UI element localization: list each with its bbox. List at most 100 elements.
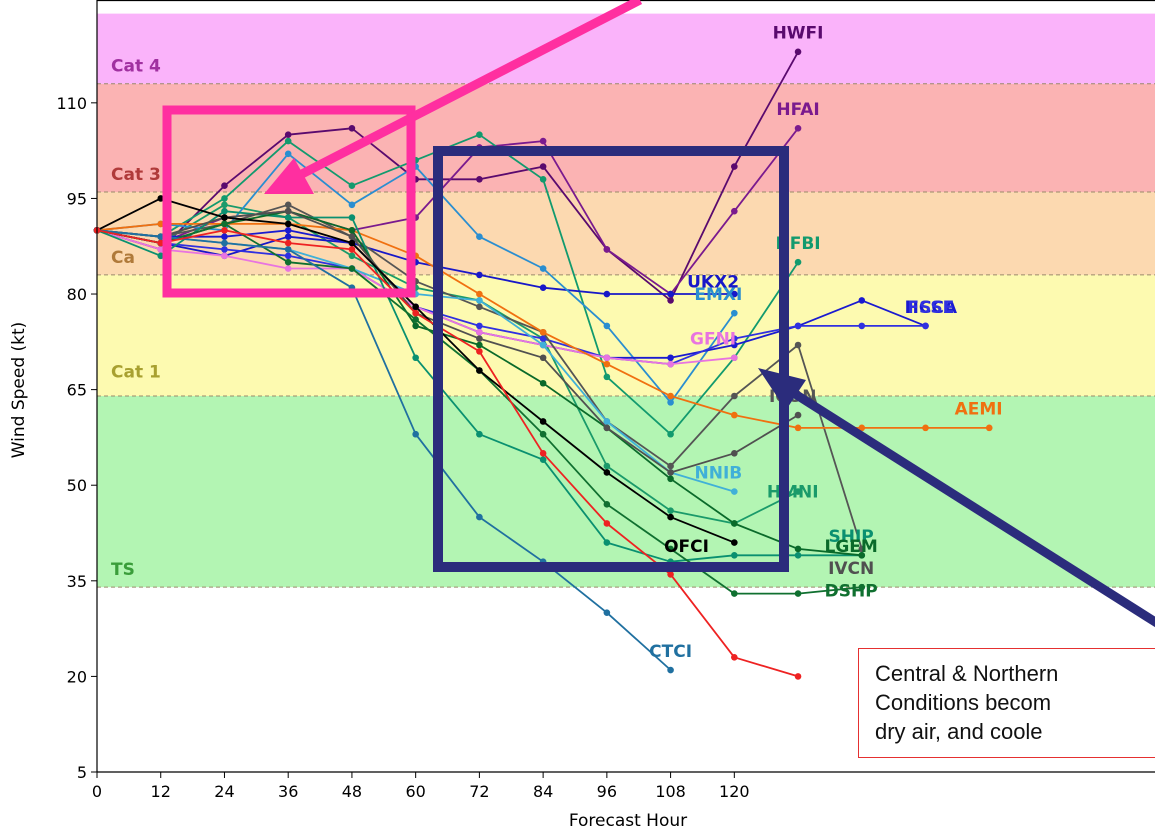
data-point: [858, 545, 866, 553]
y-tick-label: 65: [67, 381, 87, 400]
data-point: [603, 360, 611, 368]
data-point: [221, 220, 228, 228]
data-point: [476, 513, 483, 521]
data-point: [731, 488, 738, 495]
pink-arrow-shaft: [297, 0, 643, 180]
data-point: [731, 309, 738, 317]
data-point: [539, 328, 547, 336]
data-point: [794, 341, 802, 349]
data-point: [667, 545, 674, 553]
data-point: [348, 233, 356, 240]
data-point: [157, 195, 165, 202]
series-label-hwfi: HWFI: [773, 24, 824, 44]
data-point: [603, 424, 611, 432]
data-point: [922, 322, 929, 330]
data-point: [348, 252, 356, 260]
data-point: [476, 176, 483, 183]
band-cat-4: [97, 13, 1155, 84]
callout-line-1: Central & Northern: [875, 661, 1059, 686]
data-point: [731, 354, 738, 362]
data-point: [794, 590, 802, 597]
data-point: [476, 290, 483, 298]
x-tick-label: 72: [469, 782, 489, 801]
y-tick-label: 35: [67, 572, 87, 591]
data-point: [603, 418, 611, 425]
y-tick-label: 20: [67, 667, 87, 686]
series-label-nnib: NNIB: [695, 463, 743, 483]
data-point: [539, 456, 547, 464]
data-point: [539, 176, 547, 183]
data-point: [284, 214, 292, 221]
data-point: [157, 246, 165, 253]
data-point: [221, 246, 228, 253]
data-point: [539, 284, 547, 291]
data-point: [284, 265, 292, 272]
navy-arrow-shaft: [789, 388, 1155, 628]
data-point: [603, 462, 611, 470]
y-tick-label: 80: [67, 285, 87, 304]
data-point: [476, 328, 483, 336]
data-point: [667, 399, 674, 406]
data-point: [667, 475, 674, 483]
band-ts: [97, 395, 1155, 588]
band-label: Cat 3: [111, 165, 161, 185]
data-point: [284, 137, 292, 145]
data-point: [476, 233, 483, 240]
data-point: [731, 163, 738, 170]
y-tick-label: 50: [67, 476, 87, 495]
data-point: [348, 246, 356, 253]
data-point: [731, 411, 738, 419]
series-label-ctci: CTCI: [649, 642, 692, 662]
x-tick-label: 96: [597, 782, 617, 801]
data-point: [731, 653, 738, 661]
data-point: [667, 507, 674, 515]
data-point: [284, 207, 292, 215]
data-point: [667, 290, 674, 298]
data-point: [667, 513, 674, 521]
band-cat-3: [97, 83, 1155, 193]
data-point: [794, 411, 802, 419]
data-point: [794, 545, 802, 553]
x-tick-label: 36: [278, 782, 298, 801]
data-point: [348, 182, 356, 189]
data-point: [221, 226, 228, 234]
data-point: [221, 182, 228, 189]
data-point: [731, 590, 738, 597]
data-point: [284, 258, 292, 266]
data-point: [794, 322, 802, 330]
series-label-ukx2: UKX2: [687, 272, 739, 292]
data-point: [922, 424, 929, 432]
data-point: [284, 233, 292, 240]
data-point: [348, 226, 356, 234]
data-point: [794, 258, 802, 266]
data-point: [603, 322, 611, 330]
data-point: [539, 163, 547, 170]
annotation-callout-box: Central & Northern Conditions becom dry …: [858, 648, 1155, 758]
data-point: [603, 609, 611, 616]
data-point: [603, 373, 611, 381]
data-point: [476, 297, 483, 304]
data-point: [603, 246, 611, 253]
data-point: [412, 309, 419, 317]
series-label-ivcn: IVCN: [828, 559, 874, 579]
series-label-gfni: GFNI: [690, 330, 736, 350]
series-line-ctci: [96, 229, 672, 671]
x-tick-label: 108: [655, 782, 686, 801]
series-line-hfai: [96, 127, 799, 295]
data-point: [794, 488, 802, 495]
data-point: [476, 341, 483, 349]
y-tick-label: 110: [56, 94, 87, 113]
data-point: [731, 520, 738, 527]
series-label-hmni: HMNI: [767, 483, 819, 503]
series-label-lgem: LGEM: [824, 537, 877, 557]
data-point: [794, 48, 802, 56]
data-point: [667, 392, 674, 400]
series-line: [96, 229, 799, 678]
data-point: [794, 424, 802, 432]
data-point: [731, 341, 738, 349]
data-point: [794, 552, 802, 559]
x-tick-label: 48: [342, 782, 362, 801]
data-point: [412, 354, 419, 362]
band-label: Cat 4: [111, 57, 161, 77]
